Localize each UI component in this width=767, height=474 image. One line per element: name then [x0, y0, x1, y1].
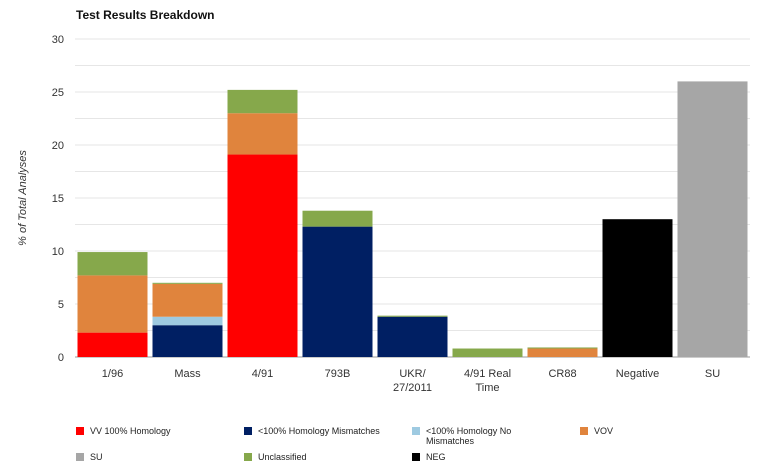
- bar-segment--100-homology-mismatches: [302, 226, 373, 357]
- legend: VV 100% Homology <100% Homology Mismatche…: [76, 426, 756, 462]
- y-tick-label: 15: [52, 193, 64, 205]
- bar-segment-unclassified: [77, 252, 148, 276]
- legend-item[interactable]: VOV: [580, 426, 748, 446]
- bar-segment--100-homology-no-mismatches: [152, 316, 223, 326]
- legend-swatch: [412, 427, 420, 435]
- x-tick-label: SU: [705, 368, 720, 380]
- legend-label: NEG: [426, 452, 446, 462]
- bar-segment-unclassified: [227, 89, 298, 114]
- y-tick-label: 10: [52, 246, 64, 258]
- legend-item[interactable]: Unclassified: [244, 452, 412, 462]
- legend-swatch: [76, 453, 84, 461]
- bar-segment-vov: [152, 283, 223, 317]
- bar-segment--100-homology-mismatches: [377, 316, 448, 357]
- bar-segment-neg: [602, 219, 673, 357]
- bar-segment--100-homology-mismatches: [152, 325, 223, 357]
- y-tick-label: 0: [58, 352, 64, 364]
- y-tick-label: 5: [58, 299, 64, 311]
- legend-label: Unclassified: [258, 452, 307, 462]
- legend-label: SU: [90, 452, 103, 462]
- bar-segment-unclassified: [527, 347, 598, 349]
- x-tick-label: 793B: [325, 368, 351, 380]
- bar-chart: 0 5 10 15 20 25 30 % of Total Analyses 1/96 Mass 4…: [17, 34, 750, 394]
- legend-label: <100% Homology Mismatches: [258, 426, 380, 436]
- legend-item[interactable]: <100% Homology No Mismatches: [412, 426, 580, 446]
- bar-segment-vov: [527, 348, 598, 357]
- y-tick-label: 20: [52, 140, 64, 152]
- bar-segment-unclassified: [377, 315, 448, 317]
- legend-item[interactable]: SU: [76, 452, 244, 462]
- y-axis-label: % of Total Analyses: [17, 150, 29, 246]
- y-tick-label: 25: [52, 87, 64, 99]
- bar-segment-unclassified: [452, 348, 523, 357]
- bar-segment-unclassified: [152, 282, 223, 284]
- chart-title: Test Results Breakdown: [76, 8, 215, 22]
- bar-segment-unclassified: [302, 210, 373, 227]
- legend-label: VV 100% Homology: [90, 426, 171, 436]
- legend-label: <100% Homology No Mismatches: [426, 426, 512, 446]
- x-tick-label: Mass: [174, 368, 201, 380]
- x-tick-label: UKR/27/2011: [393, 368, 432, 394]
- legend-swatch: [412, 453, 420, 461]
- bar-segment-vv-100-homology: [227, 154, 298, 357]
- bar-segment-vv-100-homology: [77, 332, 148, 357]
- x-tick-label: 4/91: [252, 368, 273, 380]
- x-tick-label: CR88: [548, 368, 576, 380]
- x-tick-label: 1/96: [102, 368, 123, 380]
- bar-segment-vov: [77, 275, 148, 333]
- x-tick-label: 4/91 Real Time: [464, 368, 511, 394]
- legend-item[interactable]: NEG: [412, 452, 580, 462]
- legend-swatch: [76, 427, 84, 435]
- legend-item[interactable]: <100% Homology Mismatches: [244, 426, 412, 446]
- legend-swatch: [580, 427, 588, 435]
- bar-segment-su: [677, 81, 748, 358]
- legend-item[interactable]: VV 100% Homology: [76, 426, 244, 446]
- bar-segment-vov: [227, 113, 298, 155]
- legend-swatch: [244, 453, 252, 461]
- legend-label: VOV: [594, 426, 614, 436]
- legend-swatch: [244, 427, 252, 435]
- x-tick-label: Negative: [616, 368, 659, 380]
- y-tick-label: 30: [52, 34, 64, 46]
